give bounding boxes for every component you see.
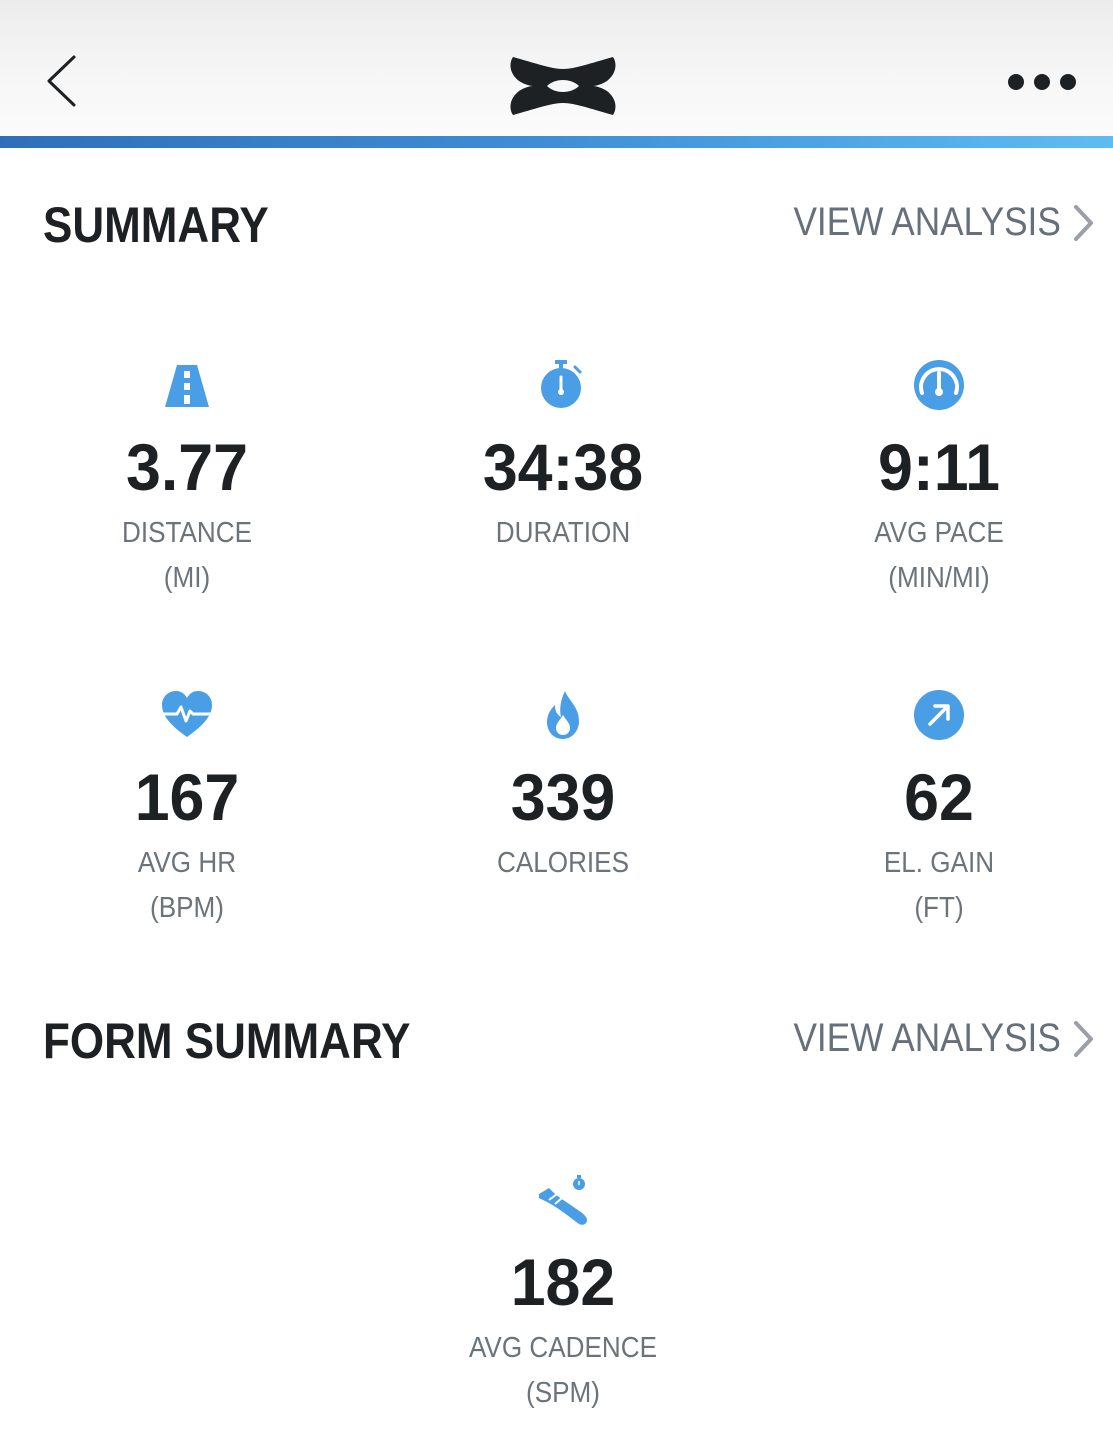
- chevron-left-icon: [47, 55, 76, 107]
- stat-label: AVG HR: [137, 847, 237, 879]
- view-analysis-label: VIEW ANALYSIS: [793, 200, 1061, 244]
- view-analysis-label: VIEW ANALYSIS: [793, 1016, 1061, 1060]
- form-summary-title: FORM SUMMARY: [43, 1013, 411, 1069]
- stat-unit: (SPM): [526, 1377, 600, 1409]
- under-armour-logo: [507, 53, 619, 119]
- stat-value: 9:11: [877, 430, 1001, 504]
- stat-value: 339: [510, 760, 616, 834]
- more-options-button[interactable]: [996, 60, 1088, 104]
- shoe-cadence-icon: [539, 1175, 587, 1225]
- stat-unit: (MIN/MI): [888, 562, 990, 594]
- elevation-arrow-icon: [914, 690, 964, 740]
- logo-icon: [510, 57, 616, 115]
- stat-label: AVG PACE: [874, 517, 1004, 549]
- summary-view-analysis-link[interactable]: VIEW ANALYSIS: [757, 200, 1095, 245]
- stat-label: DURATION: [495, 517, 631, 549]
- stat-calories: 339 CALORIES: [413, 687, 713, 886]
- road-icon: [165, 365, 209, 407]
- stat-unit: (MI): [163, 562, 211, 594]
- chevron-right-icon: [1074, 204, 1093, 241]
- heart-rate-icon: [161, 691, 213, 737]
- stat-label: EL. GAIN: [883, 847, 995, 879]
- summary-title: SUMMARY: [43, 197, 269, 253]
- stat-avg-hr: 167 AVG HR (BPM): [37, 687, 337, 931]
- stat-value: 62: [904, 760, 974, 834]
- stopwatch-icon: [541, 360, 582, 408]
- stat-value: 182: [510, 1245, 616, 1319]
- stat-label: DISTANCE: [121, 517, 253, 549]
- stat-avg-pace: 9:11 AVG PACE (MIN/MI): [789, 357, 1089, 601]
- stat-elevation-gain: 62 EL. GAIN (FT): [789, 687, 1089, 931]
- stat-unit: (BPM): [150, 892, 224, 924]
- speedometer-icon: [914, 360, 964, 410]
- more-horizontal-icon: [1008, 74, 1076, 90]
- form-summary-view-analysis-link[interactable]: VIEW ANALYSIS: [757, 1016, 1095, 1061]
- chevron-right-icon: [1074, 1020, 1093, 1057]
- stat-label: AVG CADENCE: [468, 1332, 658, 1364]
- stat-value: 167: [134, 760, 240, 834]
- top-navigation-bar: [0, 0, 1113, 136]
- back-button[interactable]: [30, 45, 90, 115]
- stat-duration: 34:38 DURATION: [413, 357, 713, 556]
- stat-value: 34:38: [482, 430, 644, 504]
- stat-value: 3.77: [125, 430, 249, 504]
- stat-unit: (FT): [914, 892, 964, 924]
- header-accent-bar: [0, 136, 1113, 148]
- stat-avg-cadence: 182 AVG CADENCE (SPM): [413, 1172, 713, 1416]
- stat-label: CALORIES: [496, 847, 629, 879]
- stat-distance: 3.77 DISTANCE (MI): [37, 357, 337, 601]
- flame-icon: [547, 691, 579, 739]
